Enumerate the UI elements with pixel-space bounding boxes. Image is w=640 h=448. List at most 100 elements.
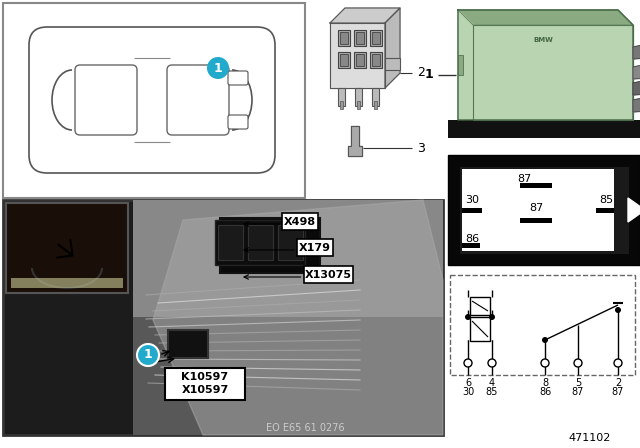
Bar <box>338 30 350 46</box>
Bar <box>454 161 634 259</box>
Bar <box>372 54 380 66</box>
Text: X498: X498 <box>284 217 316 227</box>
Text: X13075: X13075 <box>305 270 351 280</box>
Bar <box>11 278 123 288</box>
Bar <box>470 317 490 341</box>
Text: 30: 30 <box>465 195 479 205</box>
Text: 8: 8 <box>542 378 548 388</box>
FancyBboxPatch shape <box>29 27 275 173</box>
Bar <box>3 3 305 198</box>
Text: 85: 85 <box>486 387 498 397</box>
Bar <box>340 54 348 66</box>
Bar <box>220 218 320 273</box>
Bar <box>278 225 303 260</box>
Bar <box>449 156 639 264</box>
Polygon shape <box>633 42 640 59</box>
Text: 87: 87 <box>572 387 584 397</box>
Text: K10597: K10597 <box>181 372 228 382</box>
Bar <box>462 243 480 248</box>
Bar <box>356 54 364 66</box>
Bar <box>354 30 366 46</box>
Text: 30: 30 <box>462 387 474 397</box>
Bar <box>457 164 631 256</box>
FancyBboxPatch shape <box>75 65 137 135</box>
Bar <box>470 297 490 315</box>
Polygon shape <box>473 25 633 120</box>
Bar <box>456 163 632 257</box>
Bar <box>340 32 348 44</box>
Bar <box>452 159 636 261</box>
Polygon shape <box>633 95 640 112</box>
Circle shape <box>614 359 622 367</box>
Ellipse shape <box>77 81 122 119</box>
Bar <box>338 88 345 106</box>
Circle shape <box>137 344 159 366</box>
Bar <box>520 183 552 188</box>
Bar <box>453 160 635 260</box>
FancyBboxPatch shape <box>228 115 248 129</box>
Bar <box>338 52 350 68</box>
Bar <box>451 158 637 262</box>
Text: 86: 86 <box>539 387 551 397</box>
Bar <box>357 101 360 109</box>
Text: 2: 2 <box>615 378 621 388</box>
Bar <box>133 200 443 317</box>
Circle shape <box>489 314 495 320</box>
Polygon shape <box>385 8 400 88</box>
Bar <box>303 266 353 283</box>
Text: 87: 87 <box>529 203 543 213</box>
Polygon shape <box>348 126 362 156</box>
Bar <box>450 157 638 263</box>
Bar <box>248 225 273 260</box>
Polygon shape <box>628 198 640 222</box>
Text: 471102: 471102 <box>569 433 611 443</box>
Circle shape <box>541 359 549 367</box>
Text: 85: 85 <box>599 195 613 205</box>
Bar <box>282 213 318 230</box>
Circle shape <box>542 337 548 343</box>
FancyBboxPatch shape <box>167 65 229 135</box>
Text: 1: 1 <box>214 61 222 74</box>
Bar <box>168 330 208 358</box>
Bar <box>448 155 640 265</box>
Circle shape <box>574 359 582 367</box>
Polygon shape <box>633 62 640 79</box>
Bar <box>354 52 366 68</box>
Text: 1: 1 <box>143 349 152 362</box>
Polygon shape <box>458 10 633 25</box>
Bar <box>215 220 305 265</box>
Polygon shape <box>153 200 443 435</box>
Bar <box>448 155 640 265</box>
Bar <box>450 275 635 375</box>
Text: 6: 6 <box>465 378 471 388</box>
Circle shape <box>464 359 472 367</box>
Polygon shape <box>633 78 640 95</box>
Bar <box>356 32 364 44</box>
Text: 87: 87 <box>517 174 531 184</box>
Polygon shape <box>458 10 473 120</box>
Bar <box>455 162 633 258</box>
FancyBboxPatch shape <box>228 71 248 85</box>
Bar <box>370 30 382 46</box>
Text: 3: 3 <box>417 142 425 155</box>
Text: 5: 5 <box>575 378 581 388</box>
Bar <box>374 101 377 109</box>
Bar <box>462 208 482 213</box>
Bar <box>297 239 333 256</box>
Text: 1: 1 <box>424 69 433 82</box>
Bar <box>165 368 245 400</box>
Bar <box>372 88 379 106</box>
Polygon shape <box>330 23 385 88</box>
Text: EO E65 61 0276: EO E65 61 0276 <box>266 423 344 433</box>
Text: X179: X179 <box>299 243 331 253</box>
Bar <box>448 120 640 138</box>
Bar <box>6 203 128 293</box>
Circle shape <box>488 359 496 367</box>
Bar <box>458 55 463 75</box>
Text: BMW: BMW <box>533 37 553 43</box>
Text: 87: 87 <box>612 387 624 397</box>
Bar <box>520 218 552 223</box>
Circle shape <box>207 57 229 79</box>
Bar <box>385 58 400 70</box>
Bar <box>340 101 343 109</box>
